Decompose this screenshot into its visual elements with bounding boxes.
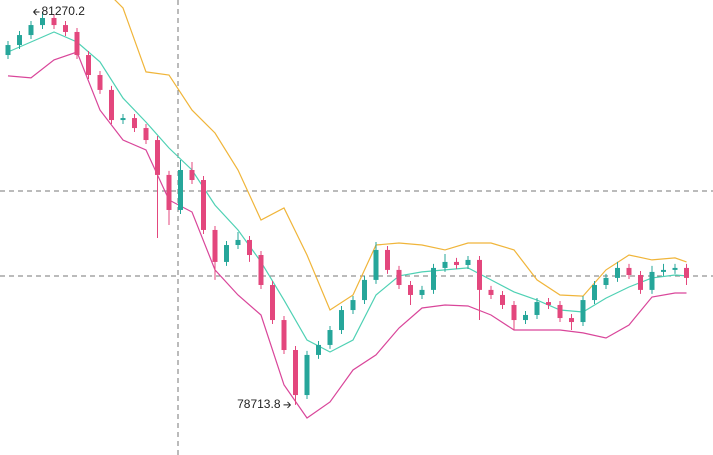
candle-body: [201, 180, 206, 230]
candle-body: [408, 284, 413, 295]
band-lower: [7, 51, 687, 419]
candle-body: [339, 310, 344, 331]
candle-body: [270, 284, 275, 321]
candle-body: [534, 302, 540, 315]
candle-body: [557, 304, 563, 319]
candle-body: [477, 259, 482, 290]
candle-body: [74, 31, 80, 56]
candle-body: [488, 289, 494, 295]
candle-body: [638, 274, 643, 290]
candle-body: [178, 170, 183, 210]
candle-body: [327, 330, 333, 345]
candle-body: [109, 89, 114, 121]
candle-body: [615, 267, 620, 278]
candle-body: [431, 267, 436, 290]
candle-body: [17, 35, 22, 46]
candle-body: [603, 277, 609, 285]
candle-body: [419, 289, 425, 295]
candle-body: [120, 118, 126, 121]
candle-body: [189, 170, 195, 181]
candle-body: [350, 300, 356, 311]
candle-body: [235, 239, 241, 246]
candle-body: [293, 350, 298, 396]
annotation-high: 81270.2: [42, 4, 86, 18]
annotation-low: 78713.8: [237, 397, 281, 411]
candle-body: [385, 249, 390, 270]
candle-body: [465, 259, 471, 266]
candle-body: [304, 354, 310, 396]
candle-body: [28, 25, 34, 36]
band-upper: [114, 0, 687, 311]
candle-body: [224, 245, 229, 262]
candle-body: [511, 304, 517, 321]
candle-body: [5, 45, 11, 56]
candle-body: [166, 174, 172, 210]
candle-body: [661, 269, 666, 272]
candle-body: [40, 17, 45, 26]
candle-body: [523, 314, 528, 321]
candle-body: [281, 320, 287, 351]
candle-body: [684, 267, 689, 278]
candle-body: [396, 269, 402, 285]
candle-body: [592, 284, 597, 301]
candle-body: [626, 267, 632, 275]
candle-body: [51, 17, 57, 26]
candle-body: [362, 279, 367, 301]
candle-body: [155, 140, 160, 175]
candle-body: [580, 300, 586, 323]
candle-body: [97, 75, 103, 90]
candle-body: [569, 318, 574, 323]
candle-body: [649, 271, 655, 290]
candle-body: [63, 25, 68, 32]
candle-body: [247, 239, 252, 256]
candle-body: [143, 128, 149, 141]
candle-body: [316, 344, 321, 355]
candle-body: [373, 249, 379, 280]
candle-body: [672, 267, 678, 270]
candle-body: [546, 302, 551, 305]
candle-body: [258, 255, 264, 285]
candle-body: [442, 261, 448, 268]
candle-body: [454, 261, 459, 266]
candle-body: [212, 229, 218, 262]
candle-body: [132, 118, 137, 129]
candle-body: [500, 294, 505, 305]
annotation-arrow: [283, 401, 291, 409]
annotation-arrow: [33, 8, 40, 16]
candle-body: [86, 55, 91, 76]
